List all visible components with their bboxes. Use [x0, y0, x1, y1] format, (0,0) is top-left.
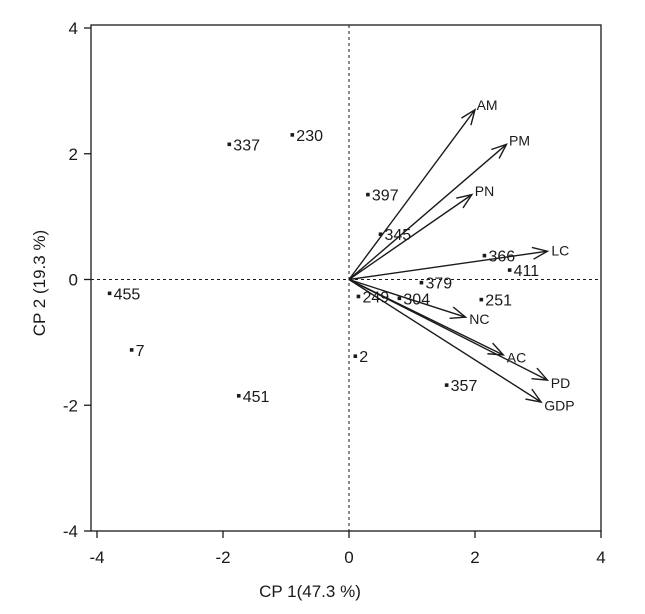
vector-arrowhead [449, 306, 468, 319]
x-tick-label: 2 [470, 548, 479, 567]
point-marker [236, 394, 241, 398]
point-marker [107, 291, 112, 296]
point-label: 345 [385, 227, 412, 244]
vector-label: LC [551, 242, 569, 258]
y-tick-label: 2 [69, 145, 78, 164]
point-marker [397, 296, 402, 301]
point-label: 230 [296, 128, 323, 145]
point-label: 251 [485, 293, 512, 310]
point-marker [444, 383, 449, 387]
vector-label: GDP [544, 397, 574, 413]
point-marker [479, 297, 484, 302]
vector-label: PM [509, 132, 530, 148]
vector-label: PD [551, 375, 570, 391]
y-tick-label: -2 [63, 396, 78, 415]
vector-arrowhead [487, 342, 506, 356]
point-label: 249 [362, 289, 389, 306]
point-label: 337 [233, 137, 260, 154]
point-marker [356, 294, 361, 299]
point-label: 455 [114, 286, 141, 303]
vector-label: NC [469, 311, 489, 327]
vector-label: AC [507, 350, 526, 366]
point-marker [419, 280, 424, 285]
vector-line [348, 109, 476, 280]
variable-vectors: AM PM PN LC NC AC PD GDP [348, 97, 575, 413]
axis-ticks: -4 -2 0 2 4 -4 -2 0 2 4 [63, 19, 606, 567]
reference-lines [91, 25, 601, 531]
vector-arrowhead [461, 108, 477, 126]
x-tick-label: 0 [344, 548, 353, 567]
point-label: 397 [372, 188, 399, 205]
vector-arrowhead [531, 367, 550, 381]
point-marker [353, 354, 358, 359]
point-label: 366 [488, 249, 515, 266]
point-marker [129, 348, 134, 352]
plot-frame [90, 24, 602, 532]
x-tick-label: 4 [596, 548, 605, 567]
vector-arrowhead [525, 388, 543, 404]
point-label: 411 [514, 263, 540, 280]
y-tick-label: 0 [69, 271, 78, 290]
point-marker [507, 268, 512, 272]
vector-arrowhead [491, 143, 508, 159]
point-label: 357 [451, 378, 478, 395]
vector-line [348, 278, 466, 318]
point-marker [482, 253, 487, 258]
vector-line [348, 278, 542, 403]
x-axis-label: CP 1(47.3 %) [259, 582, 361, 601]
x-tick-label: -2 [215, 548, 230, 567]
point-marker [227, 142, 232, 147]
y-axis-label: CP 2 (19.3 %) [30, 230, 49, 336]
vector-arrowhead [456, 193, 474, 209]
vector-arrowhead [531, 246, 550, 260]
vector-line [348, 194, 473, 281]
vector-label: AM [477, 97, 498, 113]
point-label: 304 [403, 291, 430, 308]
point-label: 379 [425, 276, 452, 293]
vector-line [348, 278, 548, 381]
point-marker [366, 192, 370, 197]
point-marker [378, 232, 383, 237]
point-marker [290, 133, 295, 137]
point-label: 2 [359, 349, 368, 366]
y-tick-label: 4 [69, 19, 78, 38]
vector-label: PN [475, 183, 494, 199]
point-label: 451 [243, 389, 270, 406]
vector-line [348, 143, 507, 281]
vector-line [348, 250, 548, 281]
y-tick-label: -4 [63, 522, 78, 541]
point-label: 7 [136, 343, 145, 360]
x-tick-label: -4 [89, 548, 104, 567]
